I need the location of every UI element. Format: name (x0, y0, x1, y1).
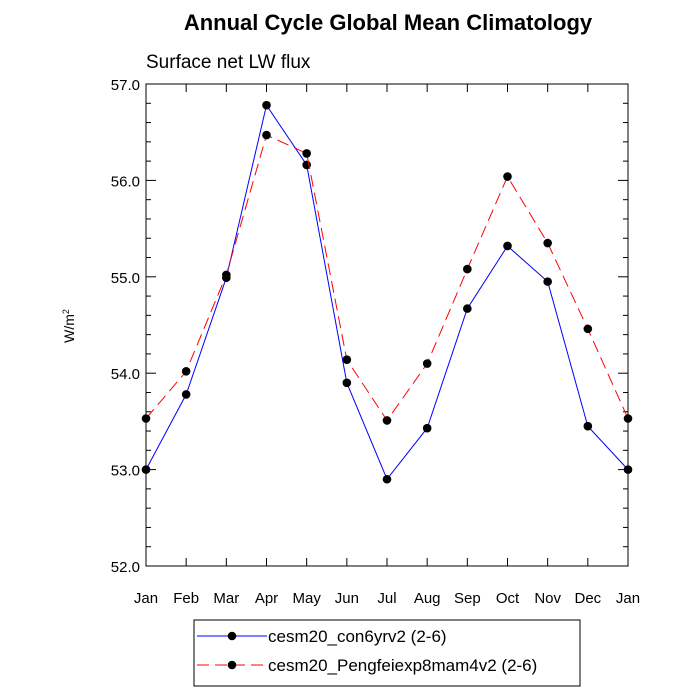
y-axis-label-text: W/m (61, 314, 77, 343)
data-point (141, 414, 151, 423)
x-ticks: Jan Feb Mar Apr May Jun Jul Aug Sep Oct Nov Dec Jan (134, 84, 640, 607)
x-tick-label: Oct (496, 590, 520, 607)
data-point (302, 149, 311, 158)
plot-frame (145, 83, 629, 567)
data-point (583, 324, 593, 334)
data-point (141, 465, 151, 474)
y-tick-label: 52.0 (111, 559, 140, 576)
data-point (503, 241, 512, 251)
x-tick-label: Nov (534, 590, 561, 607)
series-line-2 (145, 134, 629, 422)
data-point (262, 100, 271, 110)
legend-marker-2 (227, 660, 237, 670)
data-point (342, 378, 352, 388)
x-tick-label: Jun (335, 590, 359, 607)
x-tick-label: Jan (616, 590, 640, 607)
y-tick-label: 54.0 (111, 366, 140, 383)
y-axis-label-superscript: 2 (61, 309, 71, 314)
x-tick-label: Mar (213, 590, 239, 607)
data-point (503, 172, 512, 181)
data-point (422, 359, 432, 368)
data-point (382, 416, 392, 425)
data-point (463, 264, 472, 274)
x-tick-label: Dec (574, 590, 601, 607)
x-tick-label: May (292, 590, 321, 607)
data-point (623, 414, 633, 423)
data-point (262, 130, 271, 140)
data-point (382, 474, 392, 484)
legend-label-2: cesm20_Pengfeiexp8mam4v2 (2-6) (268, 656, 537, 675)
x-tick-label: Aug (414, 590, 441, 607)
data-point (342, 355, 352, 365)
legend: cesm20_con6yrv2 (2-6) cesm20_Pengfeiexp8m… (193, 619, 581, 687)
legend-label-1: cesm20_con6yrv2 (2-6) (268, 627, 447, 646)
x-tick-label: Sep (454, 590, 481, 607)
x-tick-label: Apr (255, 590, 278, 607)
series-layer (141, 100, 633, 484)
y-axis-label: W/m2 (61, 309, 77, 343)
y-tick-label: 56.0 (111, 173, 140, 190)
y-tick-label: 55.0 (111, 270, 140, 287)
x-tick-label: Feb (173, 590, 199, 607)
x-tick-label: Jan (134, 590, 158, 607)
y-tick-label: 57.0 (111, 77, 140, 94)
data-point (623, 465, 633, 474)
legend-box (193, 619, 581, 687)
chart-subtitle: Surface net LW flux (146, 52, 311, 73)
data-point (583, 421, 593, 431)
chart-title: Annual Cycle Global Mean Climatology (184, 10, 593, 35)
data-point (222, 270, 231, 280)
data-point (181, 366, 191, 376)
data-point (543, 277, 552, 286)
y-ticks: 52.0 53.0 54.0 55.0 56.0 57.0 (111, 77, 628, 576)
data-point (543, 238, 552, 248)
legend-marker-1 (227, 631, 237, 641)
data-point (181, 390, 191, 399)
data-point (463, 304, 472, 313)
y-tick-label: 53.0 (111, 463, 140, 480)
x-tick-label: Jul (377, 590, 396, 607)
data-point (422, 423, 432, 433)
